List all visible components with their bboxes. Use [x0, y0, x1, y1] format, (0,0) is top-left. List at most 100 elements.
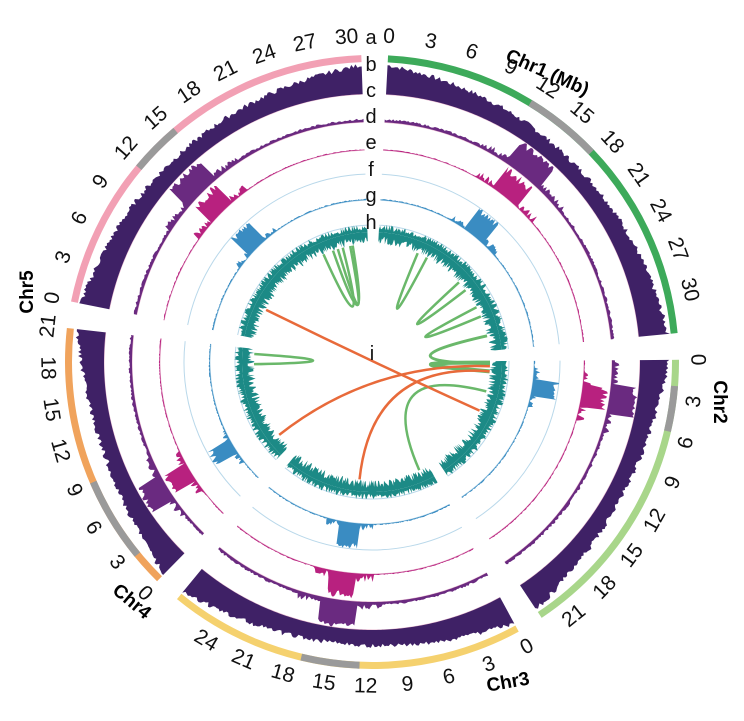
- chr5-name: Chr5: [17, 270, 38, 314]
- chr2-name: Chr2: [709, 380, 730, 423]
- gene-track-out-chr4: [234, 347, 281, 460]
- grid-ring: [237, 224, 368, 336]
- chr3-centromere-band: [300, 653, 360, 669]
- chr3-tick-label: 0: [516, 634, 537, 660]
- chr5-tick-label: 3: [51, 248, 77, 266]
- chr2-ideogram-band: [537, 359, 679, 618]
- gene-track-chr5: [244, 232, 368, 339]
- peak-track-chr4: [158, 338, 224, 514]
- chr2-tick-label: 18: [588, 571, 621, 604]
- chr1-centromere-band: [528, 100, 594, 155]
- peak-track-chr5: [163, 149, 365, 321]
- syntenic-link: [253, 352, 314, 366]
- repeat-track-chr2: [504, 360, 638, 565]
- duplication-link: [278, 364, 490, 436]
- chr1-tick-label: 21: [623, 158, 655, 190]
- syntenic-link: [415, 281, 467, 326]
- repeat-track-chr3: [218, 547, 489, 627]
- grid-ring: [237, 525, 474, 575]
- track-label-h: h: [365, 212, 376, 234]
- chr1-tick-label: 30: [676, 276, 704, 304]
- chr3-tick-label: 12: [354, 674, 378, 697]
- chr4-tick-label: 15: [38, 397, 64, 423]
- density-track-chr3: [182, 568, 515, 648]
- chr4-tick-label: 9: [62, 480, 88, 500]
- gene-track-out-chr1: [378, 224, 509, 350]
- grid-ring: [381, 173, 560, 345]
- grid-ring: [209, 344, 259, 479]
- track-label-f: f: [368, 159, 374, 181]
- duplication-link: [265, 308, 481, 412]
- repeat-track-chr5: [133, 118, 364, 315]
- chr5-tick-label: 21: [210, 55, 241, 86]
- track-label-e: e: [365, 132, 376, 154]
- grid-ring: [201, 568, 501, 631]
- chr4-tick-label: 6: [81, 517, 107, 539]
- chr4-centromere-band: [90, 480, 141, 557]
- chr4-ideogram-band: [65, 328, 162, 582]
- chr5-tick-label: 27: [291, 29, 319, 56]
- grid-ring: [383, 149, 584, 343]
- syntenic-link: [424, 306, 482, 339]
- grid-ring: [183, 341, 241, 497]
- chr4-tick-label: 18: [36, 356, 59, 380]
- chr5-tick-label: 24: [249, 40, 279, 70]
- grid-ring: [268, 486, 450, 525]
- syntenic-link: [322, 247, 355, 308]
- grid-ring: [212, 199, 367, 331]
- grid-ring: [252, 506, 463, 551]
- chr1-tick-label: 0: [383, 25, 396, 49]
- grid-ring: [136, 121, 364, 315]
- grid-ring: [504, 360, 613, 563]
- repeat-track-chr4: [128, 335, 204, 536]
- track-label-g: g: [365, 185, 376, 207]
- chr3-tick-label: 24: [190, 625, 222, 657]
- blue-peak-track-chr2: [461, 360, 560, 498]
- chr3-tick-label: 15: [311, 669, 338, 695]
- chr2-tick-label: 9: [660, 473, 686, 492]
- gene-track-chr3: [289, 455, 435, 492]
- chr1-tick-label: 24: [645, 195, 676, 227]
- chr5-centromere-band: [136, 127, 178, 171]
- gene-track-out-chr2: [443, 361, 509, 476]
- gene-track-out-chr5: [238, 225, 368, 337]
- syntenic-link: [428, 334, 491, 366]
- chr2-tick-label: 3: [682, 394, 706, 408]
- grid-ring: [187, 173, 366, 326]
- chr5-tick-label: 9: [88, 170, 114, 192]
- chr2-tick-label: 12: [639, 505, 670, 537]
- repeat-track-chr1: [384, 119, 615, 340]
- syntenic-link: [404, 383, 487, 471]
- data-tracks: [75, 64, 670, 648]
- chr2-tick-label: 6: [673, 434, 698, 451]
- grid-ring: [131, 335, 205, 534]
- grid-ring: [379, 224, 509, 350]
- density-track-chr2: [520, 359, 670, 609]
- gene-track-chr1: [378, 232, 502, 351]
- chr5-tick-label: 12: [110, 132, 143, 165]
- track-label-d: d: [365, 106, 376, 128]
- chr3-tick-label: 18: [269, 659, 298, 688]
- grid-ring: [384, 121, 612, 340]
- chr3-tick-label: 21: [228, 644, 259, 674]
- track-grid-rings: [103, 93, 641, 631]
- chr5-ideogram-band: [71, 55, 362, 303]
- chr1-tick-label: 15: [566, 96, 599, 129]
- syntenic-link: [429, 360, 491, 374]
- grid-ring: [234, 346, 277, 461]
- grid-ring: [108, 93, 363, 310]
- track-label-b: b: [365, 54, 376, 76]
- chr4-tick-label: 3: [104, 550, 129, 573]
- chr2-tick-label: 15: [616, 539, 648, 571]
- chr5-tick-label: 18: [173, 76, 205, 108]
- syntenic-link: [395, 252, 429, 310]
- chr3-tick-label: 9: [400, 672, 414, 696]
- chr1-tick-label: 3: [423, 29, 439, 54]
- track-label-c: c: [366, 80, 376, 102]
- grid-ring: [219, 546, 487, 603]
- chr5-tick-label: 0: [40, 290, 65, 306]
- chr5-tick-label: 6: [67, 208, 93, 229]
- chr1-tick-label: 27: [663, 234, 693, 264]
- chr5-tick-label: 30: [334, 25, 359, 50]
- chr2-centromere-band: [664, 385, 679, 433]
